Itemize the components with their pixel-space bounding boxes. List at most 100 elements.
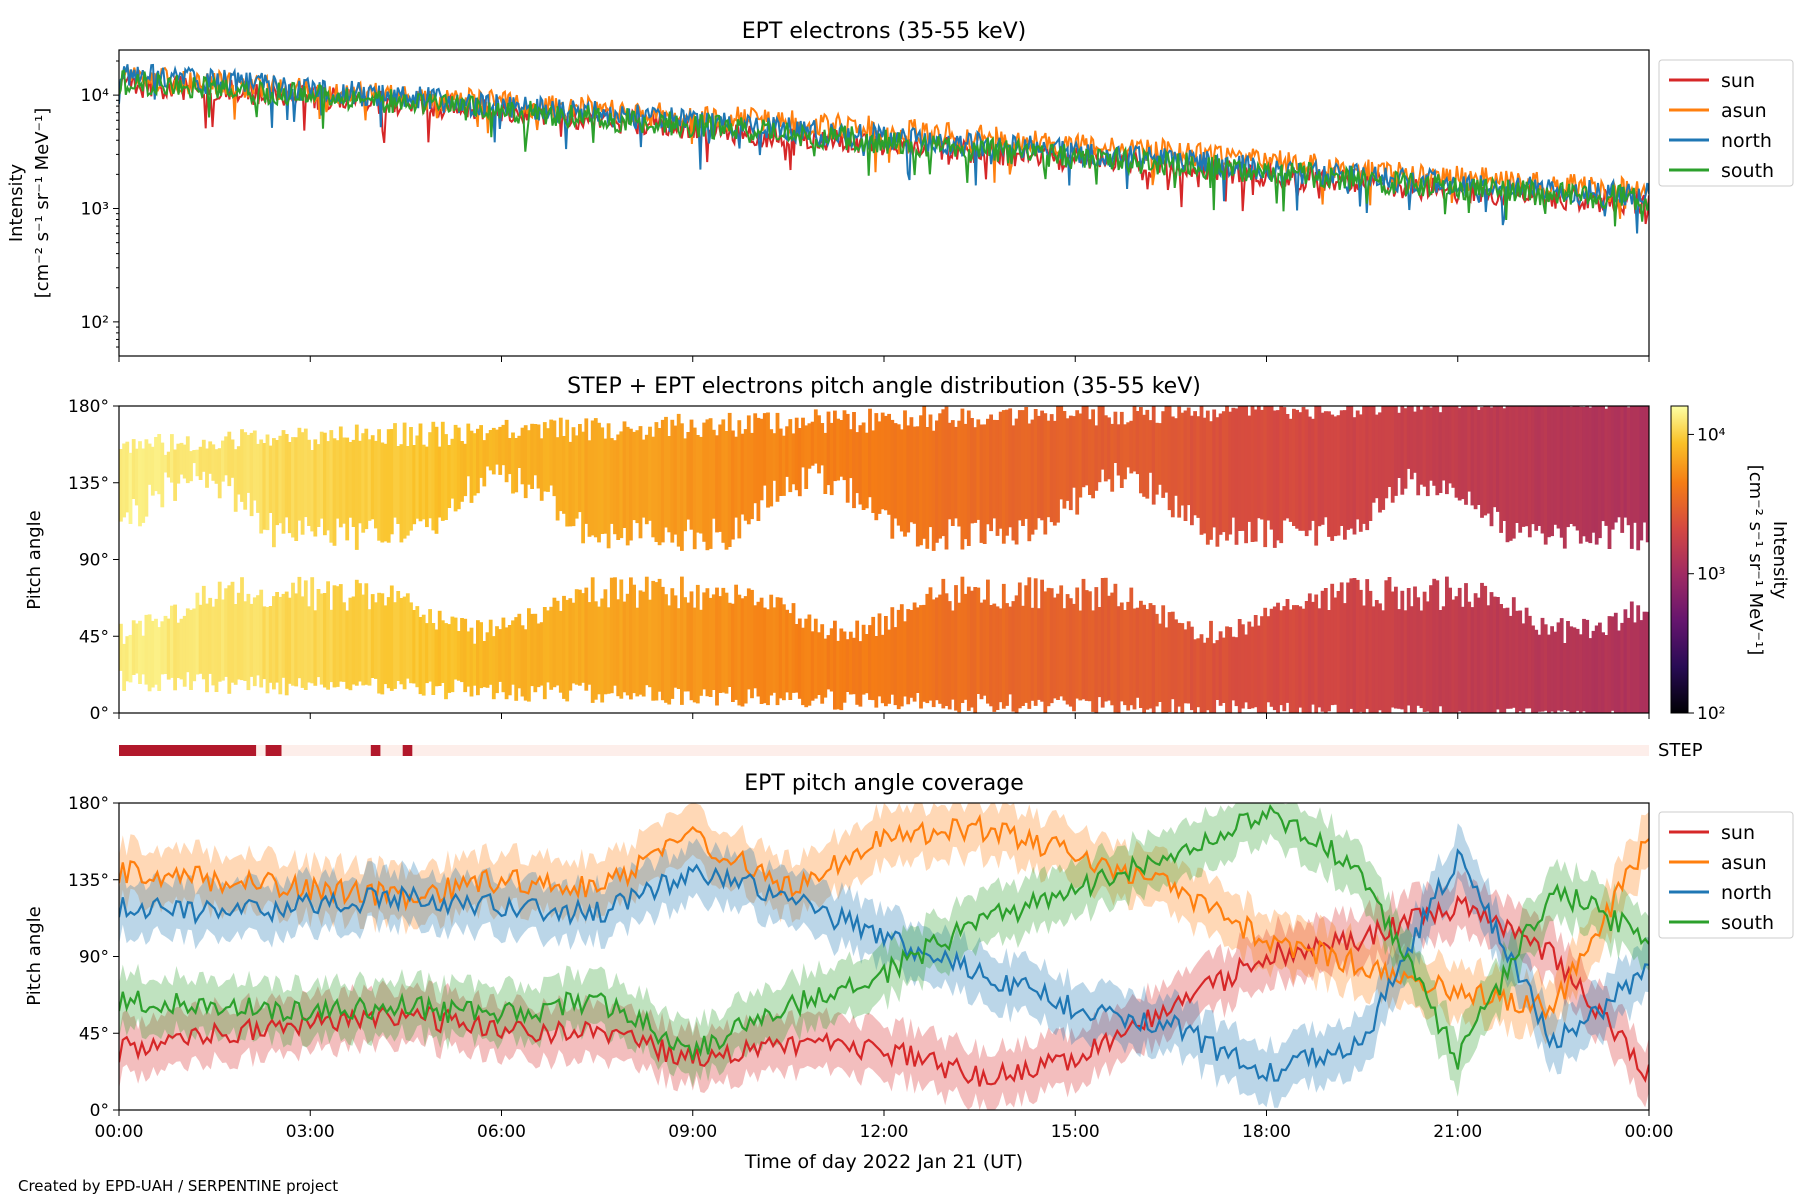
pad-cell (1511, 406, 1516, 539)
pad-cell (593, 418, 598, 538)
pad-cell (1499, 604, 1503, 713)
pad-cell (1154, 422, 1159, 495)
pad-cell (568, 441, 573, 527)
pad-cell (166, 618, 171, 680)
pad-cell (192, 450, 197, 464)
pad-cell (909, 417, 914, 523)
pad-cell (1263, 406, 1268, 548)
pad-cell (950, 610, 955, 700)
pad-cell (434, 426, 439, 534)
pad-cell (711, 594, 716, 690)
pad-cell (1046, 420, 1051, 518)
pad-cell (1285, 599, 1290, 703)
pad-cell (1021, 410, 1025, 526)
pad-cell (1148, 420, 1153, 473)
pad-cell (708, 418, 713, 549)
pad-cell (868, 625, 872, 700)
pad-cell (845, 639, 850, 692)
pad-cell (753, 605, 758, 689)
pad-y-axis: 0° 45° 90° 135° 180° (68, 397, 119, 724)
pad-cell (1317, 608, 1322, 708)
pad-cell (157, 434, 162, 495)
pad-cell (348, 442, 353, 518)
pad-cell (1199, 406, 1204, 535)
pad-cell (316, 589, 321, 678)
pad-cell (479, 425, 483, 478)
pad-cell (345, 610, 350, 689)
pad-cell (1339, 582, 1344, 713)
pad-cell (884, 415, 888, 511)
pad-cell (1323, 588, 1328, 713)
pad-cell (874, 636, 879, 708)
pad-cell (1511, 597, 1516, 708)
pad-cell (1253, 409, 1258, 542)
pad-cell (1043, 413, 1048, 535)
pad-cell (198, 446, 203, 480)
pad-cell (476, 620, 480, 696)
pad-cell (638, 590, 643, 695)
pad-cell (1304, 409, 1309, 537)
pad-cell (1190, 626, 1194, 711)
pad-cell (1119, 411, 1124, 488)
pad-cell (769, 594, 774, 696)
pad-cell (217, 448, 222, 499)
pad-cell (1132, 406, 1137, 472)
pad-cell (1374, 600, 1379, 713)
pad-cell (686, 432, 691, 520)
pad-cell (1253, 615, 1258, 708)
pad-cell (622, 421, 627, 528)
pad-cell (1272, 606, 1277, 711)
pad-cell (514, 438, 519, 493)
pad-cell (947, 601, 952, 710)
pad-cell (546, 428, 550, 492)
pad-cell (915, 426, 920, 547)
intensity-legend-label-south: south (1721, 160, 1774, 182)
pad-cell (1460, 406, 1465, 500)
pad-cell (1295, 409, 1299, 529)
pad-cell (1553, 631, 1558, 713)
pad-cell (1276, 602, 1280, 713)
pad-cell (1429, 407, 1433, 481)
pad-cell (785, 426, 789, 477)
pad-cell (150, 446, 155, 496)
pad-cell (485, 433, 490, 467)
pad-cell (214, 449, 219, 484)
pad-cell (243, 432, 248, 510)
pad-cell (265, 434, 270, 531)
pad-cell (1298, 412, 1303, 531)
pad-cell (1027, 577, 1032, 709)
pad-cell (644, 434, 649, 525)
pad-cell (1633, 406, 1637, 523)
pad-cell (294, 593, 299, 687)
pad-cell (1017, 582, 1022, 709)
pad-cell (1352, 578, 1357, 713)
pad-cell (600, 427, 605, 534)
pad-cell (1241, 624, 1245, 709)
pad-cell (1049, 588, 1054, 704)
coverage-y-axis: 0° 45° 90° 135° 180° (68, 794, 119, 1121)
pad-cell (412, 445, 417, 525)
pad-cell (1623, 609, 1628, 713)
pad-cell (1084, 590, 1089, 701)
pad-cell (466, 631, 471, 687)
pad-cell (1193, 639, 1197, 713)
pad-cell (1349, 406, 1354, 529)
pad-cell (268, 606, 273, 683)
pad-cell (374, 440, 378, 529)
intensity-ytick-label: 10³ (81, 199, 109, 219)
pad-cell (338, 426, 343, 528)
pad-cell (995, 606, 1000, 710)
pad-ytick-label: 180° (68, 397, 109, 417)
pad-colorbar: 10² 10³ 10⁴ Intensity [cm⁻² s⁻¹ sr⁻¹ MeV⁻¹… (1670, 405, 1790, 724)
pad-cell (1473, 593, 1478, 713)
pad-cell (1314, 406, 1319, 546)
pad-cell (1052, 420, 1057, 526)
pad-cell (616, 599, 621, 697)
pad-cell (609, 438, 614, 524)
pad-cell (323, 593, 327, 688)
pad-cell (1435, 406, 1440, 496)
pad-cell (1492, 406, 1497, 508)
pad-cell (201, 439, 206, 472)
pad-cell (906, 425, 911, 533)
pad-cell (332, 585, 337, 688)
